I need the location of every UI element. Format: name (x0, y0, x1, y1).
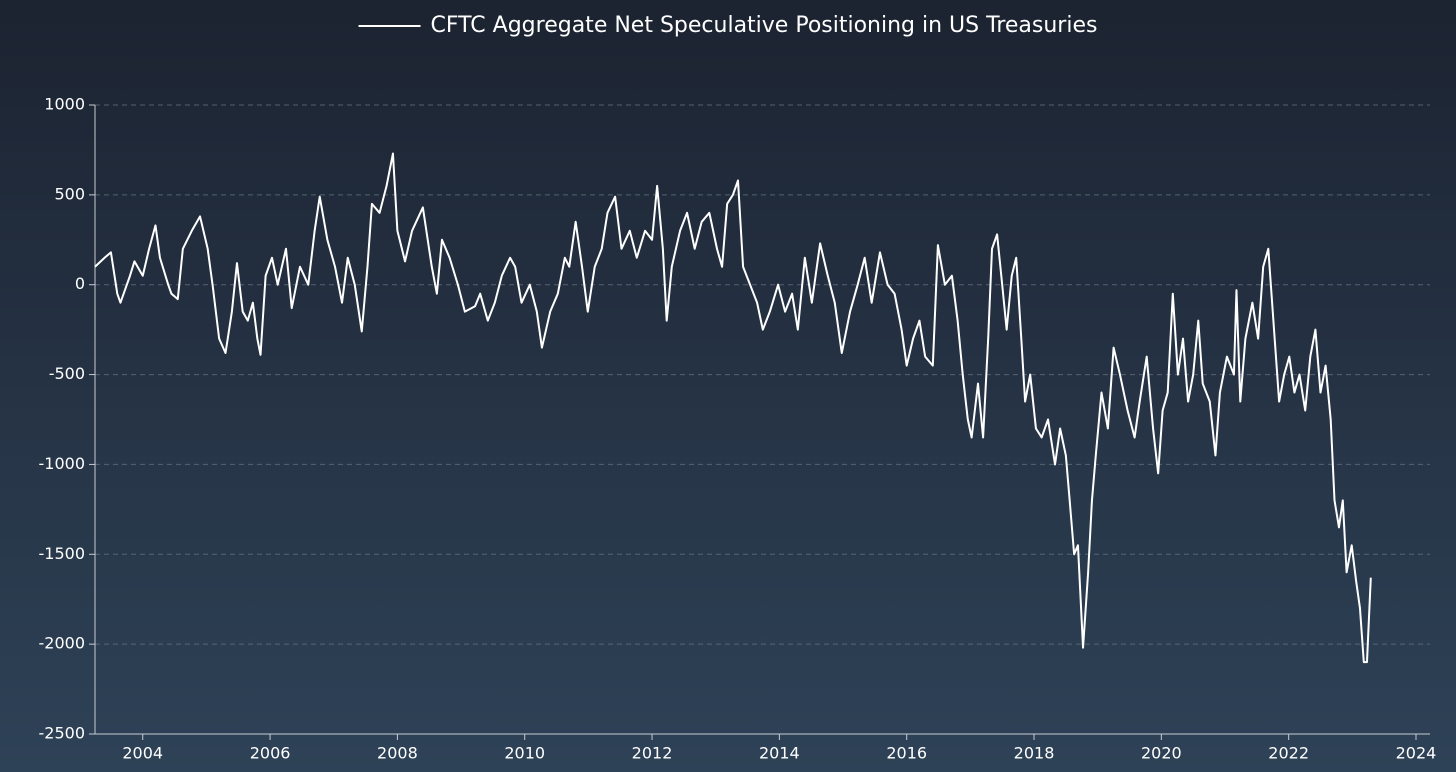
data-line (94, 152, 1372, 664)
x-tick-label: 2014 (759, 744, 800, 763)
x-tick-label: 2022 (1268, 744, 1309, 763)
x-tick-label: 2004 (122, 744, 163, 763)
y-tick-label: 1000 (44, 95, 85, 114)
x-tick-label: 2012 (632, 744, 673, 763)
x-tick-label: 2006 (250, 744, 291, 763)
y-tick-label: -500 (49, 364, 85, 383)
x-tick-label: 2016 (886, 744, 927, 763)
y-tick-label: -2000 (39, 634, 86, 653)
y-tick-label: 0 (75, 274, 85, 293)
y-tick-label: 500 (54, 184, 85, 203)
y-tick-label: -2500 (39, 724, 86, 743)
y-tick-label: -1000 (39, 454, 86, 473)
x-tick-label: 2018 (1014, 744, 1055, 763)
x-tick-label: 2010 (504, 744, 545, 763)
y-tick-label: -1500 (39, 544, 86, 563)
x-tick-label: 2020 (1141, 744, 1182, 763)
x-tick-label: 2024 (1396, 744, 1437, 763)
legend-label: CFTC Aggregate Net Speculative Positioni… (431, 13, 1098, 38)
x-tick-label: 2008 (377, 744, 418, 763)
